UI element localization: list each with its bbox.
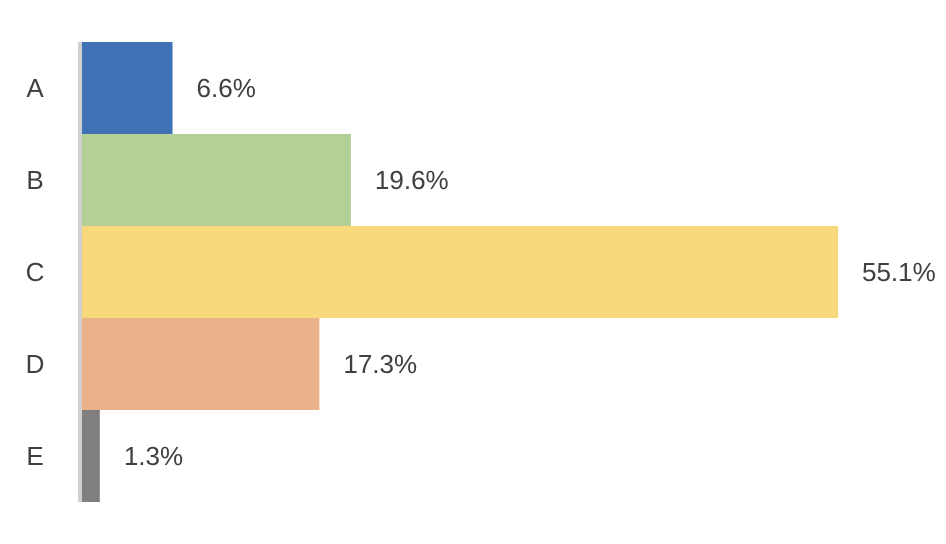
category-label: D (26, 349, 45, 379)
value-label: 1.3% (124, 441, 183, 471)
value-label: 55.1% (862, 257, 936, 287)
category-label: E (26, 441, 43, 471)
category-label: B (26, 165, 43, 195)
category-label: C (26, 257, 45, 287)
value-label: 17.3% (343, 349, 417, 379)
bar (82, 42, 173, 134)
bar (82, 134, 351, 226)
value-label: 6.6% (197, 73, 256, 103)
bar (82, 410, 100, 502)
value-label: 19.6% (375, 165, 449, 195)
bar (82, 318, 320, 410)
category-label: A (26, 73, 44, 103)
bar (82, 226, 838, 318)
